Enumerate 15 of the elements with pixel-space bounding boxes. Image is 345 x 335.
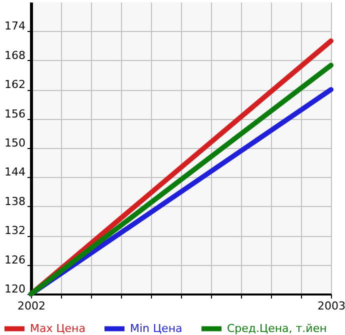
legend-label: Max Цена — [30, 322, 86, 335]
y-tick-label: 162 — [4, 78, 26, 92]
x-tick-label: 2002 — [18, 300, 46, 312]
y-tick-label: 132 — [4, 224, 26, 238]
y-tick-label: 174 — [4, 20, 26, 33]
y-tick-label: 120 — [4, 282, 26, 296]
y-tick-label: 150 — [4, 136, 26, 150]
y-tick-label: 144 — [4, 166, 26, 179]
x-tick-label: 2003 — [318, 300, 345, 312]
y-tick-label: 126 — [4, 253, 26, 266]
y-tick-label: 156 — [4, 107, 26, 120]
legend-label: Сред.Цена, т.йен — [227, 322, 327, 335]
y-tick-label: 138 — [4, 194, 26, 208]
y-tick-label: 168 — [4, 48, 26, 62]
legend-label: Min Цена — [130, 322, 182, 335]
